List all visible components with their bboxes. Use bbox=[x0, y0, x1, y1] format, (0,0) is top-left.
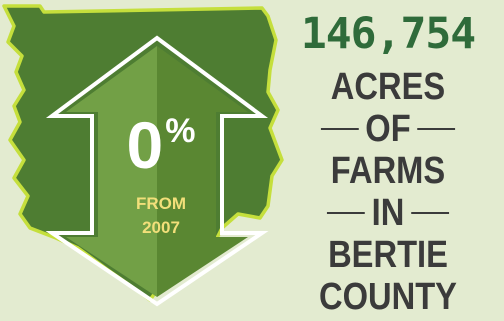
caption-line: FARMS bbox=[330, 150, 446, 192]
caption-line: BERTIE bbox=[328, 234, 448, 276]
farm-acres-value: 146,754 bbox=[300, 9, 476, 59]
percent-change: 0% bbox=[106, 110, 216, 180]
from-year: 2007 bbox=[142, 218, 180, 237]
percent-sign: % bbox=[165, 112, 196, 150]
change-period: FROM 2007 bbox=[106, 192, 216, 240]
from-label: FROM bbox=[135, 194, 187, 213]
arrow-outline bbox=[45, 35, 269, 307]
caption-line-ruled: OF bbox=[311, 108, 466, 150]
divider-rule bbox=[411, 212, 450, 214]
farm-acres-caption: ACRES OF FARMS IN BERTIE COUNTY bbox=[311, 66, 466, 318]
up-down-arrow-icon bbox=[157, 46, 248, 297]
percent-value: 0 bbox=[126, 108, 164, 182]
caption-line: COUNTY bbox=[318, 276, 457, 318]
divider-rule bbox=[326, 212, 365, 214]
caption-word: OF bbox=[365, 108, 411, 150]
up-down-arrow-icon-left bbox=[66, 46, 157, 297]
caption-line-ruled: IN bbox=[311, 192, 466, 234]
caption-line: ACRES bbox=[330, 66, 446, 108]
caption-word: IN bbox=[371, 192, 405, 234]
divider-rule bbox=[417, 128, 456, 130]
divider-rule bbox=[320, 128, 359, 130]
